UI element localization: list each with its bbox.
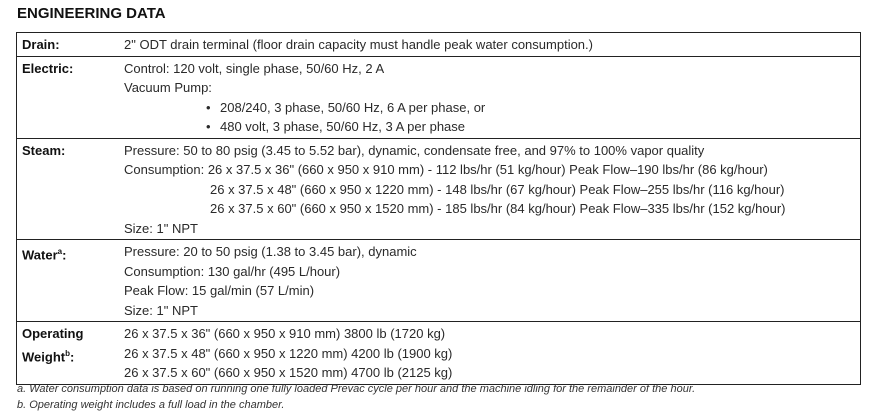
list-item: 208/240, 3 phase, 50/60 Hz, 6 A per phas… [220, 98, 860, 118]
steam-consumption: 26 x 37.5 x 48" (660 x 950 x 1220 mm) - … [210, 181, 785, 197]
steam-consumption: Consumption: 26 x 37.5 x 36" (660 x 950 … [124, 162, 768, 177]
water-line: Consumption: 130 gal/hr (495 L/hour) [124, 263, 341, 279]
footnote-ref: a [57, 247, 63, 256]
weight-line: 26 x 37.5 x 36" (660 x 950 x 910 mm) 380… [124, 326, 446, 341]
colon: : [69, 348, 75, 364]
steam-size: Size: 1" NPT [124, 220, 198, 236]
weight-line: 26 x 37.5 x 48" (660 x 950 x 1220 mm) 42… [124, 345, 453, 361]
row-drain: Drain: 2" ODT drain terminal (floor drai… [16, 32, 861, 56]
label-text: Weight [22, 348, 66, 364]
list-item: 480 volt, 3 phase, 50/60 Hz, 3 A per pha… [220, 117, 860, 137]
label-operating-weight: Operating Weightb: [16, 321, 124, 384]
electric-control: Control: 120 volt, single phase, 50/60 H… [124, 60, 385, 76]
colon: : [62, 247, 67, 263]
steam-consumption: 26 x 37.5 x 60" (660 x 950 x 1520 mm) - … [210, 201, 786, 216]
water-line: Peak Flow: 15 gal/min (57 L/min) [124, 283, 315, 298]
engineering-data-table: Drain: 2" ODT drain terminal (floor drai… [16, 32, 861, 385]
footnote-b: b. Operating weight includes a full load… [17, 399, 285, 411]
footnote-ref: b [65, 348, 70, 358]
section-title: ENGINEERING DATA [17, 5, 166, 22]
label-steam: Steam: [16, 137, 124, 240]
label-water: Watera: [16, 239, 124, 322]
row-water: Watera: Pressure: 20 to 50 psig (1.38 to… [16, 239, 861, 322]
water-line: Pressure: 20 to 50 psig (1.38 to 3.45 ba… [124, 244, 417, 259]
label-text: Water [22, 247, 58, 263]
row-operating-weight: Operating Weightb: 26 x 37.5 x 36" (660 x… [16, 321, 861, 384]
electric-vacuum: Vacuum Pump: [124, 80, 212, 95]
row-electric: Electric: Control: 120 volt, single phas… [16, 55, 861, 138]
label-text: Operating [22, 326, 84, 341]
weight-line: 26 x 37.5 x 60" (660 x 950 x 1520 mm) 47… [124, 365, 453, 380]
steam-pressure: Pressure: 50 to 80 psig (3.45 to 5.52 ba… [124, 142, 705, 158]
label-drain: Drain: [16, 32, 124, 56]
water-line: Size: 1" NPT [124, 302, 198, 318]
row-steam: Steam: Pressure: 50 to 80 psig (3.45 to … [16, 137, 861, 240]
drain-text: 2" ODT drain terminal (floor drain capac… [124, 37, 593, 52]
vacuum-pump-list: 208/240, 3 phase, 50/60 Hz, 6 A per phas… [124, 98, 860, 137]
footnote-a: a. Water consumption data is based on ru… [17, 383, 696, 395]
label-electric: Electric: [16, 55, 124, 138]
